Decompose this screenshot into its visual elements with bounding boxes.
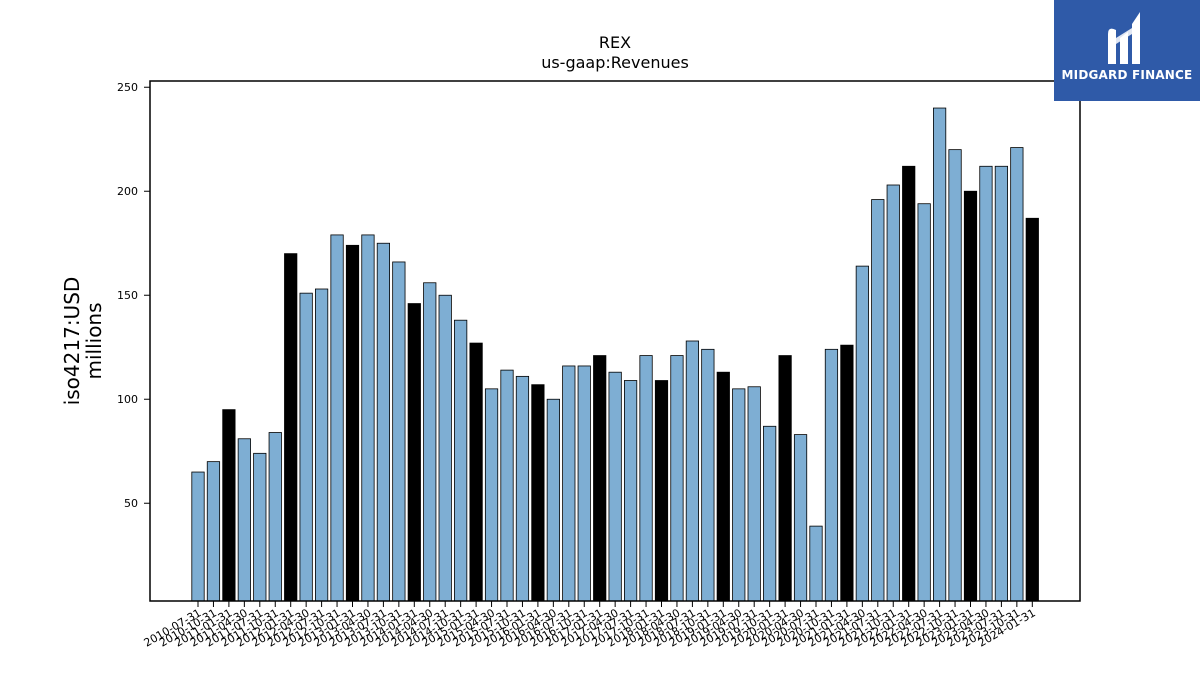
bar-2011-01-31	[222, 409, 236, 602]
bar-2015-04-30	[484, 388, 499, 602]
bar-2016-01-31	[531, 384, 545, 602]
bar-2017-04-30	[608, 371, 622, 602]
bar-2020-07-31	[809, 525, 823, 602]
bar-2018-10-31	[701, 348, 715, 602]
bar-2014-07-31	[438, 294, 452, 602]
bar-2015-07-31	[500, 369, 514, 602]
y-axis-label: iso4217:USD	[60, 277, 84, 406]
bar-2023-04-30	[979, 165, 993, 602]
bar-2010-10-31	[206, 461, 221, 602]
bar-2021-07-31	[871, 199, 885, 602]
midgard-logo-icon	[1108, 12, 1140, 65]
bar-2012-07-31	[314, 288, 329, 602]
bar-2013-07-31	[376, 242, 391, 602]
bar-2019-01-31	[716, 371, 730, 602]
bar-2022-04-30	[917, 203, 931, 602]
bar-2023-01-31	[963, 190, 978, 602]
brand-logo: MIDGARD FINANCE	[1054, 0, 1200, 101]
chart-subtitle: us-gaap:Revenues	[541, 53, 689, 72]
bar-2016-07-31	[562, 365, 576, 602]
y-axis-label-units: millions	[82, 302, 106, 379]
bar-2012-10-31	[330, 234, 344, 602]
bar-2012-04-30	[299, 292, 313, 602]
bar-2022-07-31	[933, 107, 947, 602]
y-tick-label: 150	[117, 289, 138, 302]
bar-2011-07-31	[253, 452, 267, 602]
y-axis: 50 100 150 200 250	[117, 81, 150, 510]
bar-2022-01-31	[902, 165, 916, 602]
bar-2010-07-31	[191, 471, 205, 602]
bar-2021-10-31	[886, 184, 900, 602]
bar-2013-10-31	[392, 261, 406, 602]
bar-2011-04-30	[237, 438, 251, 602]
bar-2017-10-31	[639, 355, 653, 602]
bar-2022-10-31	[948, 149, 962, 602]
y-tick-label: 100	[117, 393, 138, 406]
bar-2023-10-31	[1010, 147, 1024, 602]
y-tick-label: 50	[124, 497, 138, 510]
bar-2020-01-31	[778, 355, 792, 602]
bar-2021-04-30	[855, 265, 869, 602]
chart-title: REX	[599, 33, 631, 52]
bar-2017-07-31	[624, 380, 638, 602]
bar-2019-07-31	[747, 386, 761, 602]
y-tick-label: 200	[117, 185, 138, 198]
bar-2015-10-31	[515, 375, 530, 602]
bar-2017-01-31	[593, 355, 607, 602]
bar-2016-04-30	[546, 398, 560, 602]
brand-logo-text: MIDGARD FINANCE	[1061, 68, 1193, 82]
bar-2021-01-31	[840, 344, 854, 602]
bar-2019-04-30	[732, 388, 746, 602]
bar-2011-10-31	[268, 432, 282, 602]
x-axis: 2010-07-312010-10-312011-01-312011-04-30…	[142, 601, 1038, 650]
bar-2020-10-31	[824, 348, 839, 602]
bar-2014-10-31	[454, 319, 468, 602]
bar-2019-10-31	[763, 425, 777, 602]
bar-2018-04-30	[670, 355, 684, 602]
bar-2016-10-31	[577, 365, 591, 602]
bar-2023-07-31	[994, 165, 1009, 602]
bar-2018-07-31	[685, 340, 700, 602]
bar-2012-01-31	[284, 253, 298, 602]
bar-series	[191, 107, 1039, 602]
bar-2024-01-31	[1025, 217, 1039, 602]
bar-2020-04-30	[793, 434, 808, 602]
plot-frame	[149, 80, 1081, 602]
bar-2014-01-31	[407, 303, 421, 602]
y-tick-label: 250	[117, 81, 138, 94]
bar-2018-01-31	[654, 380, 669, 602]
bar-2014-04-30	[423, 282, 437, 602]
bar-2013-04-30	[361, 234, 375, 602]
bar-2013-01-31	[345, 244, 360, 602]
bar-2015-01-31	[469, 342, 483, 602]
